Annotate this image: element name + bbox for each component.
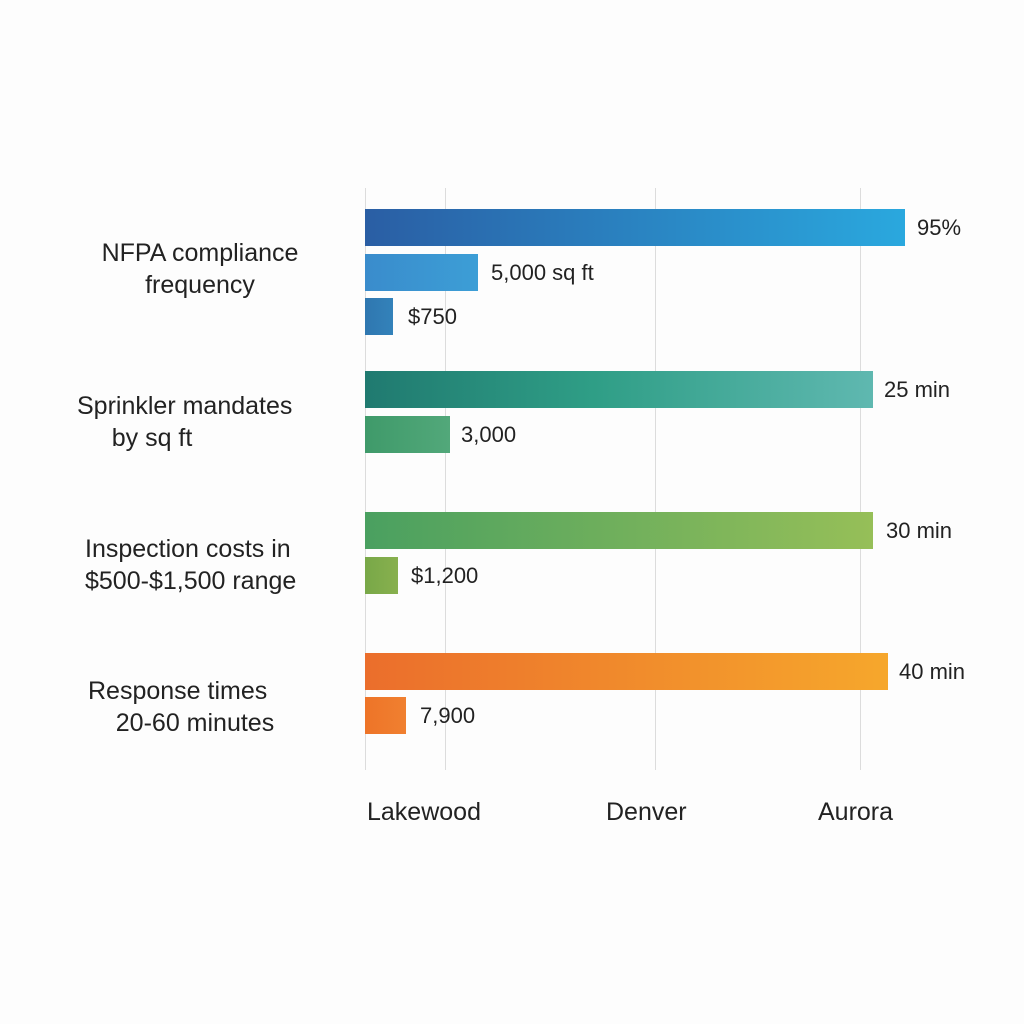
value-label: 5,000 sq ft	[491, 260, 594, 285]
bar-inspection-30min	[365, 512, 873, 549]
bar-response-7900	[365, 697, 406, 734]
bar-inspection-1200	[365, 557, 398, 594]
value-label: 7,900	[420, 703, 476, 728]
value-label: 30 min	[886, 518, 953, 543]
bar-sprinkler-3000	[365, 416, 450, 453]
value-label: 25 min	[884, 377, 951, 402]
x-tick-aurora: Aurora	[818, 798, 894, 826]
x-tick-lakewood: Lakewood	[367, 798, 481, 826]
gridline	[860, 188, 861, 770]
category-label-inspection: Inspection costs in $500-$1,500 range	[85, 535, 297, 595]
category-label-sprinkler: Sprinkler mandates by sq ft	[77, 392, 293, 452]
bar-response-40min	[365, 653, 888, 690]
value-label: $750	[408, 304, 457, 329]
x-tick-denver: Denver	[606, 798, 687, 826]
category-label-nfpa: NFPA compliance frequency	[101, 239, 299, 299]
gridline	[655, 188, 656, 770]
bar-sprinkler-25min	[365, 371, 873, 408]
value-label: 3,000	[461, 422, 517, 447]
gridline	[365, 188, 366, 770]
category-label-response: Response times 20-60 minutes	[88, 677, 275, 737]
bar-nfpa-750	[365, 298, 393, 335]
bar-nfpa-5000sqft	[365, 254, 478, 291]
value-label: 40 min	[899, 659, 966, 684]
bar-nfpa-95pct	[365, 209, 905, 246]
value-label: $1,200	[411, 563, 479, 588]
value-label: 95%	[917, 215, 962, 240]
gridline	[445, 188, 446, 770]
